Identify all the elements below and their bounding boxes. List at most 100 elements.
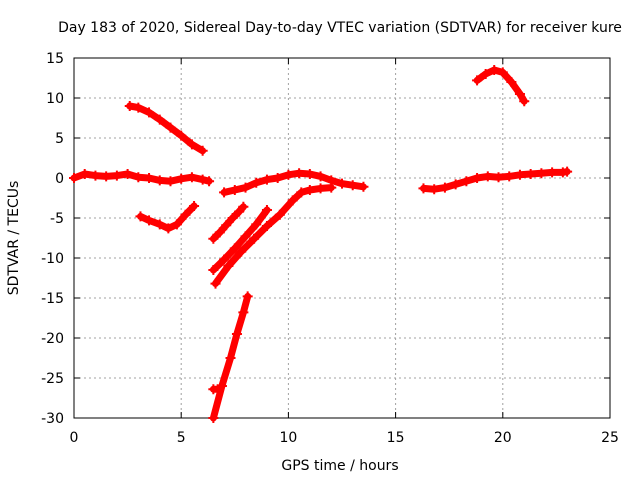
data-point (208, 265, 219, 275)
data-point (236, 246, 247, 257)
data-point (186, 172, 197, 183)
data-point (242, 291, 253, 302)
y-tick-label: 10 (46, 91, 64, 107)
data-point (163, 223, 174, 234)
data-point (90, 170, 101, 181)
x-tick-label: 25 (601, 430, 619, 446)
data-point (197, 174, 208, 185)
chart-title: Day 183 of 2020, Sidereal Day-to-day VTE… (58, 20, 622, 36)
data-point (101, 171, 112, 182)
x-tick-label: 20 (494, 430, 512, 446)
y-tick-label: -20 (41, 331, 64, 347)
data-point (274, 209, 285, 220)
data-point (261, 174, 272, 185)
data-point (208, 413, 219, 423)
data-point (294, 168, 305, 179)
data-point (519, 96, 530, 107)
data-point (358, 181, 369, 192)
x-tick-label: 0 (70, 430, 79, 446)
data-point (536, 168, 547, 179)
y-tick-label: 15 (46, 51, 64, 67)
data-point (304, 169, 315, 179)
data-point (429, 184, 440, 195)
data-point (219, 254, 230, 265)
series-arc9 (208, 384, 223, 395)
data-point (176, 173, 187, 184)
data-point (171, 219, 182, 230)
data-point (189, 201, 200, 211)
series-arc6 (208, 205, 272, 275)
data-point (122, 169, 133, 179)
data-marks (69, 65, 573, 423)
data-point (506, 77, 517, 87)
series-arc5 (219, 168, 369, 198)
y-axis-label: SDTVAR / TECUs (6, 181, 22, 296)
data-point (180, 209, 191, 220)
data-point (283, 169, 294, 180)
data-point (214, 227, 225, 238)
series-arc4 (208, 201, 249, 244)
series-arc7 (210, 182, 337, 289)
data-point (154, 114, 165, 125)
data-point (472, 75, 483, 86)
data-point (504, 171, 515, 182)
data-point (229, 243, 240, 254)
data-point (562, 166, 573, 177)
data-point (249, 233, 260, 244)
data-point (124, 101, 135, 111)
data-point (111, 170, 122, 181)
y-tick-label: -30 (41, 411, 64, 427)
data-point (525, 169, 536, 179)
data-point (315, 183, 326, 194)
data-point (315, 171, 326, 182)
y-tick-label: -15 (41, 291, 64, 307)
data-point (261, 205, 272, 215)
data-point (347, 180, 358, 191)
x-tick-label: 10 (279, 430, 297, 446)
x-tick-label: 5 (177, 430, 186, 446)
data-point (231, 329, 242, 339)
y-tick-label: 0 (55, 171, 64, 187)
data-point (227, 213, 238, 223)
data-point (326, 182, 337, 193)
series-arc1 (69, 169, 215, 187)
data-point (154, 175, 165, 186)
series-trace (212, 184, 335, 288)
data-point (514, 89, 525, 99)
data-point (204, 176, 215, 187)
data-point (240, 182, 251, 193)
data-point (480, 69, 491, 79)
data-point (240, 231, 251, 242)
x-axis-label: GPS time / hours (281, 458, 398, 474)
data-point (133, 172, 144, 183)
y-tick-label: 5 (55, 131, 64, 147)
data-point (272, 173, 283, 183)
series-arc8 (208, 291, 253, 423)
data-point (135, 211, 146, 222)
data-point (489, 65, 500, 75)
y-tick-label: -25 (41, 371, 64, 387)
data-point (251, 219, 262, 230)
data-point (144, 173, 155, 183)
data-point (547, 167, 558, 178)
y-tick-label: -10 (41, 251, 64, 267)
data-point (450, 179, 461, 190)
data-point (461, 176, 472, 187)
data-point (165, 176, 176, 187)
data-point (197, 145, 208, 156)
plot-area-frame (73, 57, 611, 419)
data-point (154, 219, 165, 230)
data-point (219, 187, 230, 198)
data-point (251, 177, 262, 188)
series-arc2 (124, 101, 208, 156)
data-point (296, 187, 307, 198)
series-arc3 (135, 201, 200, 234)
data-point (439, 182, 450, 193)
data-point (261, 221, 272, 231)
data-point (472, 173, 483, 183)
x-tick-label: 15 (387, 430, 405, 446)
data-point (493, 172, 504, 183)
data-point (212, 384, 223, 395)
y-tick-label: -5 (50, 211, 64, 227)
